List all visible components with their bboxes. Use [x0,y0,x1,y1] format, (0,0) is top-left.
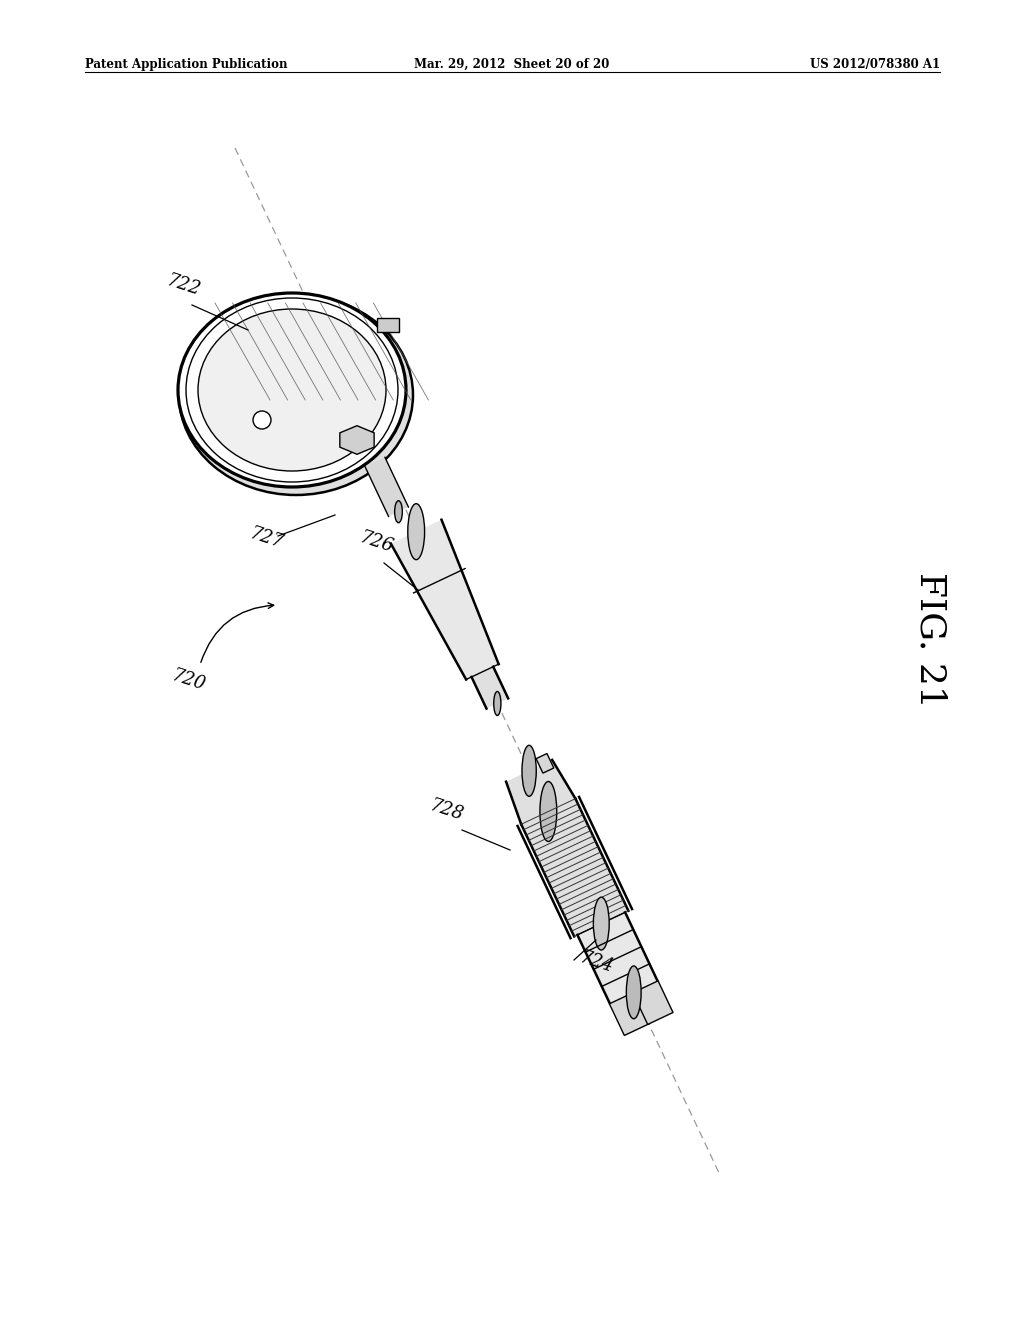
Ellipse shape [179,294,413,495]
Text: 720: 720 [170,667,208,694]
Text: 727: 727 [248,524,287,552]
Text: FIG. 21: FIG. 21 [913,572,947,708]
Text: Mar. 29, 2012  Sheet 20 of 20: Mar. 29, 2012 Sheet 20 of 20 [415,58,609,71]
Polygon shape [578,912,657,1003]
Polygon shape [633,981,673,1024]
Polygon shape [377,318,399,333]
Polygon shape [391,520,499,680]
Ellipse shape [186,298,398,482]
Text: 726: 726 [358,528,396,556]
Polygon shape [471,667,508,709]
Text: 722: 722 [165,271,204,300]
Ellipse shape [198,309,386,471]
Polygon shape [365,457,409,516]
Polygon shape [521,799,629,936]
Ellipse shape [593,898,609,950]
Polygon shape [537,754,554,774]
Ellipse shape [540,781,557,841]
Ellipse shape [522,746,537,796]
Ellipse shape [394,500,402,523]
Polygon shape [340,425,374,454]
Ellipse shape [627,966,641,1019]
Text: 724: 724 [578,948,616,975]
Circle shape [253,411,271,429]
Text: Patent Application Publication: Patent Application Publication [85,58,288,71]
Polygon shape [609,991,649,1035]
Ellipse shape [408,504,425,560]
Ellipse shape [494,692,501,715]
Polygon shape [506,760,575,824]
Text: 728: 728 [428,796,466,824]
Ellipse shape [178,293,406,487]
Text: US 2012/078380 A1: US 2012/078380 A1 [810,58,940,71]
